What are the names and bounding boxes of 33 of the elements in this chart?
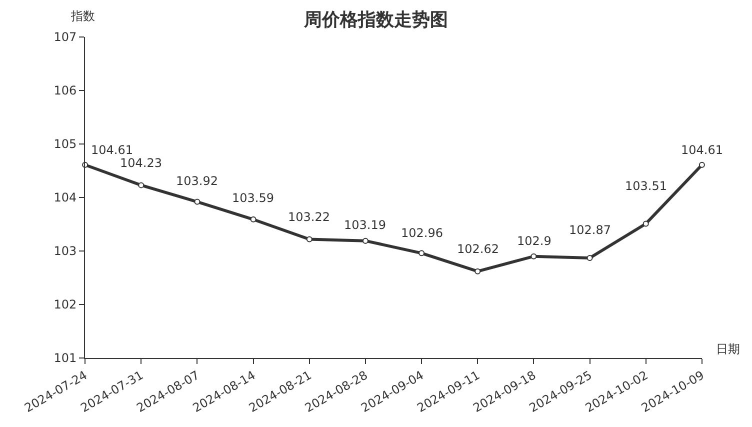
data-label: 104.61 <box>681 143 723 157</box>
data-label: 103.59 <box>232 191 274 205</box>
data-label: 103.19 <box>344 218 386 232</box>
x-axis-title: 日期 <box>716 342 740 356</box>
y-tick-label: 105 <box>54 137 77 152</box>
point <box>474 268 481 274</box>
data-label: 103.92 <box>176 174 218 188</box>
y-tick-label: 104 <box>54 190 77 205</box>
y-axis-title: 指数 <box>70 9 95 23</box>
point <box>698 162 705 168</box>
point <box>362 238 368 244</box>
data-label: 102.9 <box>517 234 552 248</box>
point <box>306 236 312 242</box>
y-tick-label: 107 <box>54 30 77 44</box>
data-label: 102.87 <box>569 223 611 237</box>
data-label: 103.51 <box>625 179 667 193</box>
data-label: 103.22 <box>288 210 330 224</box>
y-tick-label: 102 <box>54 298 77 312</box>
data-label: 104.23 <box>120 156 162 170</box>
point <box>418 250 425 256</box>
point <box>642 220 649 227</box>
data-label: 102.62 <box>457 242 499 256</box>
y-tick-label: 103 <box>54 244 77 258</box>
point <box>530 253 537 260</box>
y-tick-label: 101 <box>54 351 77 366</box>
point <box>250 216 256 222</box>
point <box>586 254 593 261</box>
chart-title: 周价格指数走势图 <box>303 9 448 30</box>
y-tick-label: 106 <box>54 84 77 98</box>
point <box>194 198 200 205</box>
data-label: 102.96 <box>401 226 443 240</box>
point <box>138 182 144 188</box>
data-label: 104.61 <box>91 143 133 157</box>
